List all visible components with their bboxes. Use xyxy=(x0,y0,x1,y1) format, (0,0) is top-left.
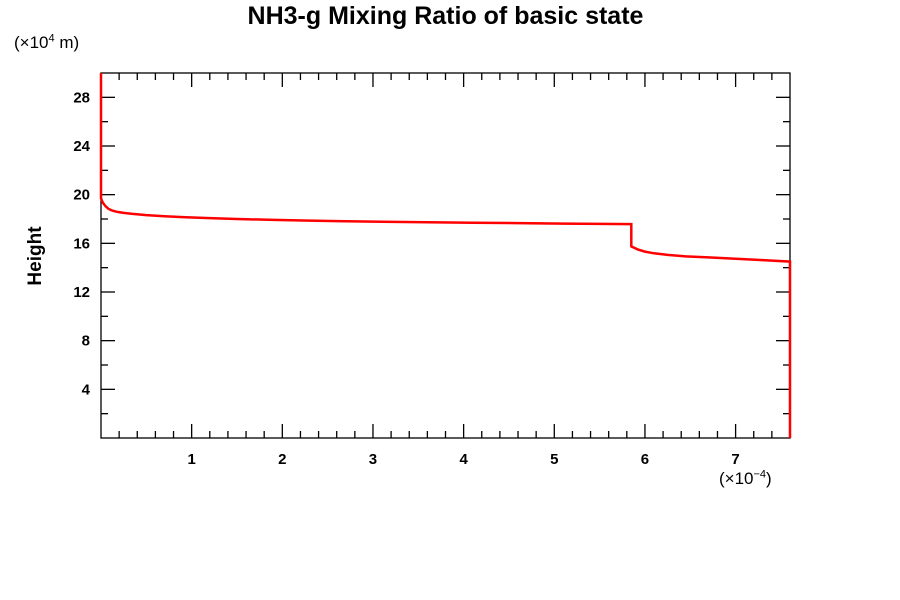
y-tick-label: 4 xyxy=(82,381,91,398)
y-axis-unit-label: (×104 m) xyxy=(14,33,79,53)
y-tick-label: 12 xyxy=(73,284,90,301)
x-tick-label: 1 xyxy=(187,451,195,468)
x-tick-label: 4 xyxy=(459,451,468,468)
x-tick-label: 7 xyxy=(731,451,739,468)
x-unit-suffix: ) xyxy=(766,469,772,488)
y-unit-prefix: (×10 xyxy=(14,33,49,52)
y-tick-label: 8 xyxy=(82,333,90,350)
x-tick-label: 6 xyxy=(641,451,649,468)
y-unit-exponent: 4 xyxy=(48,32,55,45)
y-tick-label: 28 xyxy=(73,89,90,106)
x-unit-prefix: (×10 xyxy=(719,469,754,488)
x-tick-label: 5 xyxy=(550,451,558,468)
x-axis-unit-label: (×10−4) xyxy=(719,469,772,489)
x-tick-label: 2 xyxy=(278,451,286,468)
y-tick-label: 20 xyxy=(73,187,90,204)
y-unit-suffix: m) xyxy=(54,33,80,52)
y-tick-label: 16 xyxy=(73,235,90,252)
y-axis-title: Height xyxy=(25,226,46,286)
y-tick-label: 24 xyxy=(73,138,90,155)
chart-title: NH3-g Mixing Ratio of basic state xyxy=(247,2,644,30)
x-tick-label: 3 xyxy=(369,451,377,468)
x-unit-exponent: −4 xyxy=(753,468,767,481)
mixing-ratio-curve xyxy=(99,73,792,438)
